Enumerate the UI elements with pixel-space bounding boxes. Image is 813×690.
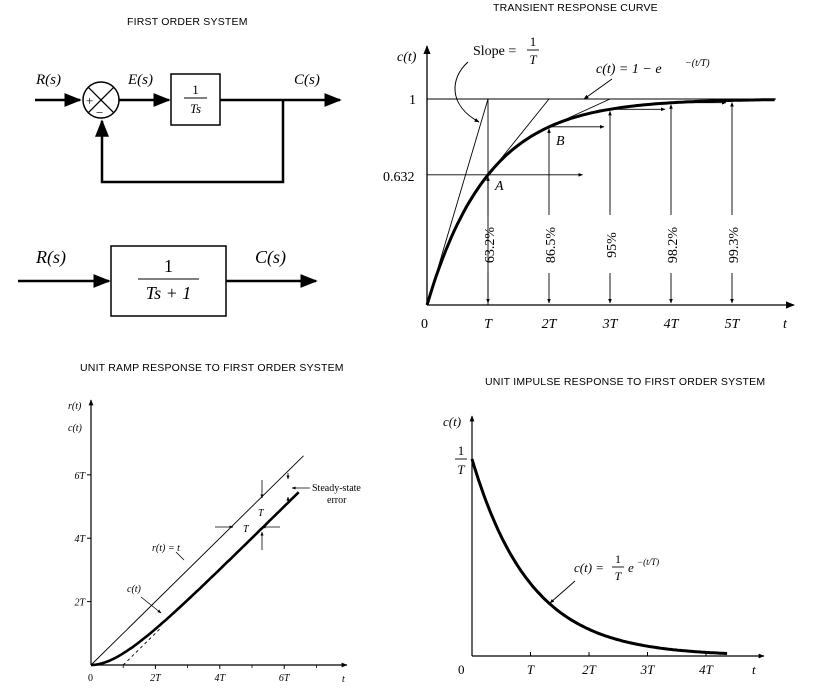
ramp-y-label-r: r(t) xyxy=(68,401,82,412)
sse-label-line2: error xyxy=(327,495,347,506)
slope-numerator: 1 xyxy=(530,34,537,49)
minus-sign: − xyxy=(96,105,103,120)
impulse-y-denominator: T xyxy=(457,462,465,477)
equiv-block xyxy=(110,245,227,317)
transient-equation-exponent: −(t/T) xyxy=(685,58,710,69)
ramp-input-line xyxy=(90,455,304,666)
feedback-path xyxy=(95,100,285,184)
ramp-c-pointer xyxy=(140,596,162,614)
transient-chart: c(t) t 0 1 0.632 T 2T 3T 4T 5T 63.2% 86.5% 95%… xyxy=(383,34,795,332)
transient-y-632-label: 0.632 xyxy=(383,170,415,185)
ramp-x-tick-label: 4T xyxy=(215,673,227,684)
ramp-x-tick-label: 2T xyxy=(150,673,162,684)
transient-x-tick-label: 2T xyxy=(542,317,558,332)
ramp-y-label-c: c(t) xyxy=(68,423,83,434)
forward-denominator: Ts xyxy=(190,101,201,116)
equation-pointer xyxy=(583,78,613,100)
ramp-y-tick-label: 4T xyxy=(74,534,86,545)
forward-block xyxy=(170,73,221,126)
impulse-eq-exponent: −(t/T) xyxy=(637,557,659,567)
equiv-output-label: C(s) xyxy=(255,247,286,268)
slope-text: Slope = xyxy=(473,44,516,59)
impulse-y-label: c(t) xyxy=(443,414,461,429)
equiv-numerator: 1 xyxy=(164,256,173,276)
ramp-x-tick-label: 6T xyxy=(279,673,291,684)
transient-response-curve xyxy=(425,98,775,306)
impulse-chart: c(t) t 0 1 T T 2T 3T 4T c(t) = 1 T e −(t/T) xyxy=(443,414,765,677)
transient-x-tick-label: 4T xyxy=(664,317,680,332)
block-diagram-equivalent: R(s) 1 Ts + 1 C(s) xyxy=(18,245,318,317)
ramp-r-label: r(t) = t xyxy=(152,543,180,554)
impulse-eq-numerator: 1 xyxy=(615,552,621,566)
equiv-input-label: R(s) xyxy=(35,247,66,268)
transient-x-tick-label: 5T xyxy=(725,317,741,332)
slope-denominator: T xyxy=(529,52,537,67)
impulse-eq-pointer xyxy=(549,580,576,604)
impulse-origin-label: 0 xyxy=(458,662,465,677)
equiv-denominator: Ts + 1 xyxy=(146,283,192,303)
impulse-x-tick-label: 3T xyxy=(640,662,656,677)
impulse-response-curve xyxy=(470,458,728,655)
impulse-eq-left: c(t) = xyxy=(574,560,604,575)
plus-sign: + xyxy=(86,93,93,108)
impulse-eq-denominator: T xyxy=(615,569,623,583)
point-b-label: B xyxy=(556,134,565,149)
transient-x-tick-label: T xyxy=(484,317,493,332)
ramp-y-tick-label: 2T xyxy=(74,598,86,609)
transient-origin-label: 0 xyxy=(421,317,428,332)
impulse-x-tick-label: 2T xyxy=(582,662,597,677)
point-a-label: A xyxy=(494,179,504,194)
percent-label: 63.2% xyxy=(483,227,498,264)
title-transient-response: TRANSIENT RESPONSE CURVE xyxy=(493,2,658,14)
ramp-y-tick-label: 6T xyxy=(74,471,86,482)
ramp-x-label: t xyxy=(342,674,345,685)
transient-y-one-label: 1 xyxy=(409,93,416,108)
impulse-y-numerator: 1 xyxy=(458,443,465,458)
percent-label: 95% xyxy=(605,232,620,258)
percent-label: 86.5% xyxy=(544,227,559,264)
transient-equation: c(t) = 1 − e xyxy=(596,62,662,77)
output-label: C(s) xyxy=(294,72,320,88)
percent-label: 98.2% xyxy=(666,227,681,264)
transient-y-label: c(t) xyxy=(397,50,417,65)
transient-x-tick-label: 3T xyxy=(602,317,619,332)
sse-label-line1: Steady-state xyxy=(312,483,361,494)
block-diagram-closed-loop: R(s) + − E(s) 1 Ts C(s) xyxy=(35,72,342,184)
ramp-output-curve xyxy=(91,491,300,667)
title-impulse-response: UNIT IMPULSE RESPONSE TO FIRST ORDER SYS… xyxy=(485,376,766,388)
impulse-x-label: t xyxy=(752,662,756,677)
slope-pointer xyxy=(454,61,480,123)
ramp-t-vertical-label: T xyxy=(258,508,265,519)
forward-numerator: 1 xyxy=(192,82,199,97)
ramp-chart: r(t) c(t) t 0 2T 4T 6T 2T 4T 6T r(t) = t c(t)… xyxy=(68,399,361,685)
impulse-x-tick-label: T xyxy=(527,662,535,677)
percent-label: 99.3% xyxy=(727,227,742,264)
title-first-order-system: FIRST ORDER SYSTEM xyxy=(127,16,248,28)
ramp-r-pointer xyxy=(175,551,185,561)
impulse-eq-exp-base: e xyxy=(628,560,634,575)
input-label: R(s) xyxy=(35,72,61,88)
error-label: E(s) xyxy=(127,72,153,88)
title-ramp-response: UNIT RAMP RESPONSE TO FIRST ORDER SYSTEM xyxy=(80,362,344,374)
ramp-c-label: c(t) xyxy=(127,584,142,595)
ramp-asymptote-dashed xyxy=(122,626,163,666)
transient-x-label: t xyxy=(783,317,788,332)
ramp-t-horizontal-label: T xyxy=(243,524,250,535)
ramp-origin-label: 0 xyxy=(88,673,93,684)
impulse-x-tick-label: 4T xyxy=(699,662,714,677)
